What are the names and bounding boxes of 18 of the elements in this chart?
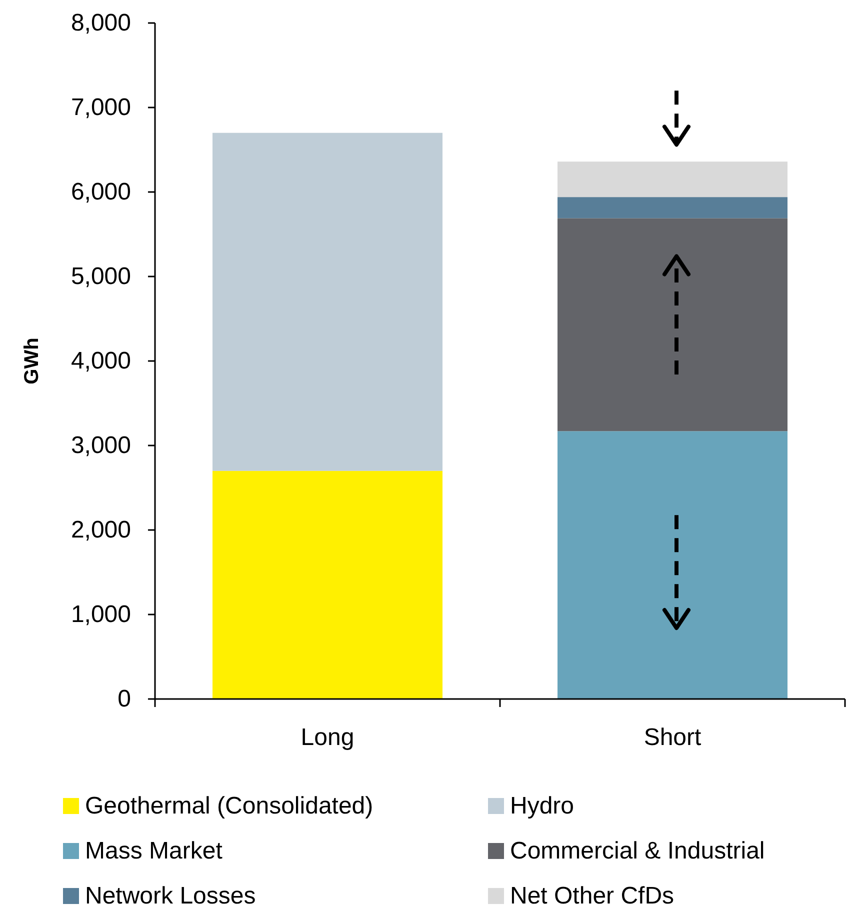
- legend-label: Commercial & Industrial: [510, 838, 765, 864]
- legend-label: Mass Market: [85, 838, 223, 864]
- legend-label: Net Other CfDs: [510, 882, 674, 909]
- x-tick-label: Short: [644, 724, 702, 751]
- y-tick-label: 8,000: [70, 10, 131, 36]
- y-tick-label: 0: [118, 686, 131, 712]
- y-tick-label: 3,000: [70, 432, 131, 459]
- y-tick-label: 6,000: [70, 178, 131, 206]
- legend-label: Network Losses: [85, 882, 256, 909]
- legend-label: Geothermal (Consolidated): [85, 792, 374, 820]
- legend-label: Hydro: [510, 792, 574, 820]
- x-tick-label: Long: [300, 724, 354, 751]
- y-tick-label: 1,000: [70, 601, 131, 628]
- y-tick-label: 2,000: [70, 516, 131, 544]
- y-tick-label: 5,000: [70, 263, 131, 290]
- y-tick-label: 4,000: [70, 348, 131, 374]
- y-axis-title: GWh: [21, 338, 43, 384]
- y-tick-label: 7,000: [70, 94, 131, 121]
